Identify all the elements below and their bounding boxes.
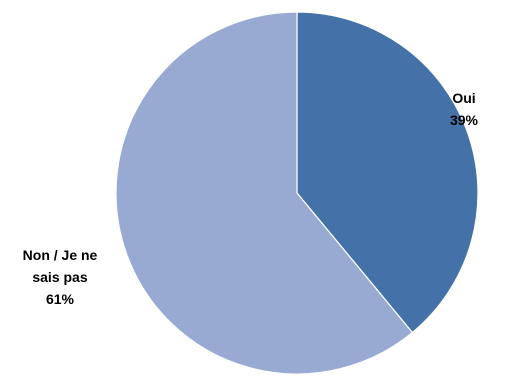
data-label-non-line-3: 61% bbox=[45, 291, 75, 307]
data-label-oui-line-2: 39% bbox=[449, 112, 479, 128]
data-label-oui: Oui 39% bbox=[434, 87, 494, 131]
data-label-non-line-1: Non / Je ne bbox=[22, 247, 98, 263]
data-label-oui-line-1: Oui bbox=[452, 90, 476, 106]
data-label-non-line-2: sais pas bbox=[32, 269, 88, 285]
data-label-non: Non / Je ne sais pas 61% bbox=[0, 244, 120, 310]
pie-slice-oui bbox=[296, 11, 479, 334]
pie-slice-non-je-ne-sais-pas bbox=[115, 11, 413, 375]
